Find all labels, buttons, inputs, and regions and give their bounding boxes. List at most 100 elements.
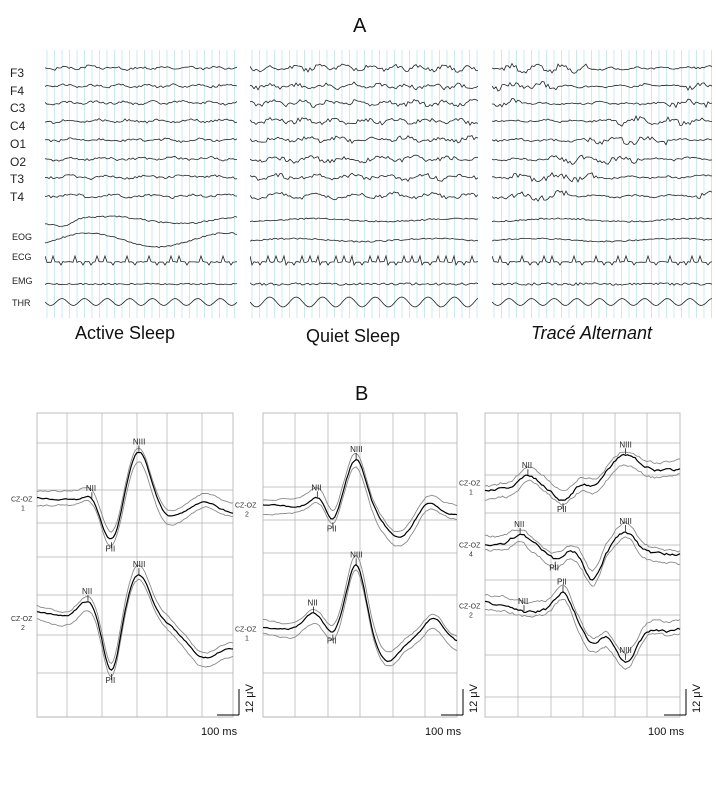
derivation-label: CZ-OZ	[235, 503, 257, 510]
eeg-trace	[45, 83, 237, 89]
derivation-index: 1	[469, 489, 473, 496]
eeg-trace	[45, 137, 237, 144]
eeg-trace	[250, 135, 478, 144]
derivation-index: 1	[21, 505, 25, 512]
eeg-trace	[45, 193, 237, 200]
scale-label-amplitude: 12 μV	[468, 683, 480, 713]
eeg-trace	[250, 254, 478, 267]
scale-label-time: 100 ms	[425, 726, 462, 738]
evoked-response-panels: CZ-OZ 1 NII PII NIII CZ-OZ 2 NII PII NIII 12 μV 100…	[11, 412, 703, 738]
peak-label-niii: NIII	[619, 646, 631, 655]
channel-label-ecg: ECG	[12, 252, 32, 262]
peak-label-pii: PII	[105, 676, 115, 685]
derivation-index: 2	[469, 612, 473, 619]
peak-label-niii: NIII	[350, 445, 362, 454]
eeg-trace	[45, 215, 237, 227]
peak-label-nii: NII	[522, 461, 532, 470]
eeg-traces-quiet-sleep	[250, 50, 478, 318]
eeg-trace	[492, 98, 712, 109]
eeg-trace	[45, 64, 237, 71]
sd-trace	[262, 554, 458, 653]
average-trace	[262, 563, 458, 663]
peak-label-niii: NIII	[619, 440, 631, 449]
eeg-trace	[250, 296, 478, 308]
eeg-trace	[492, 282, 712, 286]
channel-label-emg: EMG	[12, 276, 33, 286]
eeg-trace	[250, 98, 478, 108]
eeg-trace	[250, 237, 478, 243]
average-trace	[484, 531, 681, 581]
eeg-trace	[45, 298, 237, 306]
derivation-index: 2	[245, 512, 249, 519]
peak-label-nii: NII	[86, 484, 96, 493]
peak-label-niii: NIII	[350, 550, 362, 559]
derivation-index: 4	[469, 552, 473, 559]
sd-trace	[36, 565, 234, 665]
eeg-trace	[492, 217, 712, 223]
peak-label-nii: NII	[82, 587, 92, 596]
state-title-trace-alternant: Tracé Alternant	[531, 323, 653, 343]
average-trace	[36, 574, 234, 671]
eeg-panel-active-sleep	[45, 50, 237, 320]
sd-trace	[36, 447, 234, 533]
sd-trace	[484, 521, 681, 572]
erp-column-1: CZ-OZ 1 NII PII NIII CZ-OZ 2 NII PII NIII 12 μV 100…	[11, 412, 256, 738]
eeg-trace	[45, 100, 237, 106]
state-title-quiet-sleep: Quiet Sleep	[306, 326, 401, 346]
eeg-trace	[45, 118, 237, 125]
eeg-trace	[250, 172, 478, 182]
erp-column-2: CZ-OZ 2 NII PII NIII CZ-OZ 1 NII PII NIII 12 μV 100…	[235, 412, 480, 738]
peak-label-niii: NIII	[619, 517, 631, 526]
derivation-label: CZ-OZ	[11, 496, 33, 503]
panel-a-letter: A	[353, 15, 367, 37]
peak-label-pii: PII	[327, 637, 337, 646]
peak-label-niii: NIII	[133, 560, 145, 569]
derivation-index: 2	[21, 625, 25, 632]
state-title-active-sleep: Active Sleep	[75, 323, 176, 343]
average-trace	[36, 451, 234, 540]
eeg-trace	[492, 254, 712, 266]
derivation-label: CZ-OZ	[235, 626, 257, 633]
channel-label-t3: T3	[10, 172, 25, 186]
derivation-label: CZ-OZ	[459, 543, 481, 550]
derivation-index: 1	[245, 635, 249, 642]
sd-trace	[262, 569, 458, 667]
scale-label-amplitude: 12 μV	[691, 683, 703, 713]
sd-trace	[36, 461, 234, 546]
peak-label-pii: PII	[557, 578, 567, 587]
channel-label-o2: O2	[10, 155, 27, 169]
sd-trace	[484, 584, 681, 655]
average-trace	[484, 591, 681, 663]
channel-label-c3: C3	[10, 101, 26, 115]
eeg-trace	[250, 217, 478, 223]
sd-trace	[263, 466, 458, 547]
scale-label-time: 100 ms	[201, 726, 238, 738]
eeg-panel-trace-alternant	[492, 50, 712, 320]
peak-label-pii: PII	[557, 505, 567, 514]
eeg-trace	[45, 282, 237, 286]
grid-frame	[484, 412, 681, 718]
channel-label-f4: F4	[10, 84, 25, 98]
channel-label-f3: F3	[10, 66, 25, 80]
eeg-traces-active-sleep	[45, 50, 237, 318]
eeg-trace	[492, 172, 712, 183]
eeg-trace	[492, 135, 712, 146]
panel-b-letter: B	[355, 383, 369, 405]
sd-trace	[484, 451, 681, 491]
eeg-traces-trace-alternant	[492, 50, 712, 318]
eeg-trace	[492, 154, 712, 165]
average-trace	[484, 453, 681, 501]
peak-label-nii: NII	[307, 599, 317, 608]
eeg-trace	[45, 232, 237, 249]
eeg-trace	[250, 282, 478, 286]
eeg-trace	[250, 154, 478, 164]
eeg-trace	[492, 298, 712, 306]
eeg-trace	[492, 80, 712, 92]
channel-label-t4: T4	[10, 190, 25, 204]
derivation-label: CZ-OZ	[459, 603, 481, 610]
scale-label-amplitude: 12 μV	[244, 683, 256, 713]
scale-label-time: 100 ms	[648, 726, 685, 738]
channel-label-thr: THR	[12, 298, 31, 308]
eeg-panel-quiet-sleep	[250, 50, 478, 320]
eeg-trace	[45, 254, 237, 266]
